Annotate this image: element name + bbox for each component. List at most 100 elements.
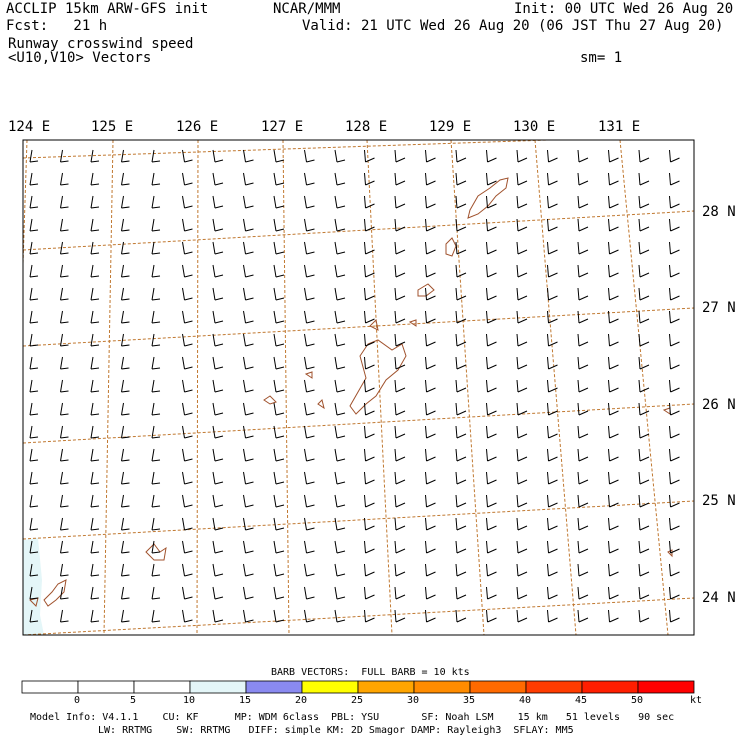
- wind-barb: [608, 586, 619, 600]
- shaded-crosswind-region: [23, 538, 44, 635]
- wind-barb: [669, 379, 680, 393]
- wind-barb: [334, 195, 346, 209]
- wind-barb: [608, 379, 619, 393]
- wind-barb: [547, 264, 558, 278]
- wind-barb: [304, 494, 315, 508]
- wind-barb: [425, 172, 436, 186]
- wind-barb: [455, 448, 467, 462]
- wind-barb: [273, 356, 285, 370]
- wind-barb: [577, 471, 589, 485]
- wind-barb: [364, 149, 375, 163]
- wind-barb: [273, 333, 285, 347]
- wind-barb: [182, 379, 193, 393]
- legend-bin: [77, 680, 135, 694]
- wind-barb: [121, 241, 130, 255]
- wind-barb: [394, 264, 406, 278]
- wind-barb: [638, 609, 650, 623]
- wind-barb: [334, 609, 346, 623]
- coastline: [445, 237, 457, 257]
- wind-barb: [394, 471, 406, 485]
- wind-barb: [212, 172, 224, 186]
- wind-barb: [608, 195, 619, 209]
- wind-barb: [182, 149, 193, 163]
- wind-barb: [608, 310, 619, 324]
- wind-barb: [151, 287, 161, 301]
- wind-barb: [577, 609, 589, 623]
- center-label: NCAR/MMM: [273, 1, 341, 17]
- wind-barb: [90, 402, 100, 416]
- legend-tick-label: 5: [130, 695, 137, 706]
- wind-barb: [516, 379, 528, 393]
- wind-barb: [90, 195, 100, 209]
- wind-barb: [608, 563, 619, 577]
- wind-barb: [334, 563, 346, 577]
- longitude-label: 125 E: [91, 119, 134, 135]
- wind-barb: [182, 448, 193, 462]
- wind-barb: [547, 310, 558, 324]
- wind-barb: [304, 609, 315, 623]
- latitude-gridline: [23, 140, 563, 159]
- wind-barb: [669, 494, 680, 508]
- wind-barb: [29, 517, 39, 531]
- wind-barb: [455, 310, 467, 324]
- wind-barb: [455, 379, 467, 393]
- wind-barb: [486, 494, 497, 508]
- wind-barb: [455, 609, 467, 623]
- wind-barb: [364, 471, 375, 485]
- wind-barb: [486, 471, 497, 485]
- wind-barb: [455, 149, 467, 163]
- wind-barb: [273, 609, 285, 623]
- wind-barb: [151, 264, 161, 278]
- wind-barb: [60, 264, 69, 278]
- wind-barb: [577, 517, 589, 531]
- wind-barb: [394, 609, 406, 623]
- wind-barb: [425, 310, 436, 324]
- wind-barb: [577, 540, 589, 554]
- wind-barb: [304, 563, 315, 577]
- wind-barb: [182, 241, 193, 255]
- wind-barb: [638, 563, 650, 577]
- wind-barb: [60, 494, 69, 508]
- wind-barb: [455, 172, 467, 186]
- wind-barb: [638, 448, 650, 462]
- latitude-gridline: [23, 597, 694, 635]
- wind-barb: [577, 218, 589, 232]
- wind-barb: [334, 471, 346, 485]
- wind-barb: [669, 402, 680, 416]
- wind-barb: [455, 264, 467, 278]
- wind-barb: [60, 586, 69, 600]
- wind-barb: [394, 333, 406, 347]
- wind-barb: [486, 609, 497, 623]
- wind-barb: [121, 609, 130, 623]
- wind-barb: [151, 149, 161, 163]
- wind-barb: [29, 609, 39, 623]
- wind-barb: [212, 379, 224, 393]
- wind-barb: [394, 448, 406, 462]
- wind-barb: [304, 517, 315, 531]
- legend-bin: [301, 680, 359, 694]
- wind-barb: [304, 356, 315, 370]
- longitude-gridline: [282, 140, 290, 635]
- wind-barb: [547, 333, 558, 347]
- wind-barb: [334, 517, 346, 531]
- wind-barb: [90, 586, 100, 600]
- wind-barb: [486, 356, 497, 370]
- wind-barb: [364, 287, 375, 301]
- wind-barb: [577, 425, 589, 439]
- wind-barb: [577, 149, 589, 163]
- wind-barb: [516, 287, 528, 301]
- legend-bin: [21, 680, 79, 694]
- latitude-gridline: [23, 500, 694, 540]
- wind-barb: [273, 471, 285, 485]
- wind-barb: [334, 379, 346, 393]
- wind-barb: [425, 379, 436, 393]
- wind-barb: [273, 563, 285, 577]
- legend-bin: [357, 680, 415, 694]
- wind-barb: [364, 241, 375, 255]
- wind-barb: [547, 149, 558, 163]
- wind-barb: [547, 195, 558, 209]
- wind-barb: [151, 471, 161, 485]
- field-name: Runway crosswind speed: [8, 36, 194, 52]
- wind-barb: [455, 241, 467, 255]
- wind-barb: [212, 609, 224, 623]
